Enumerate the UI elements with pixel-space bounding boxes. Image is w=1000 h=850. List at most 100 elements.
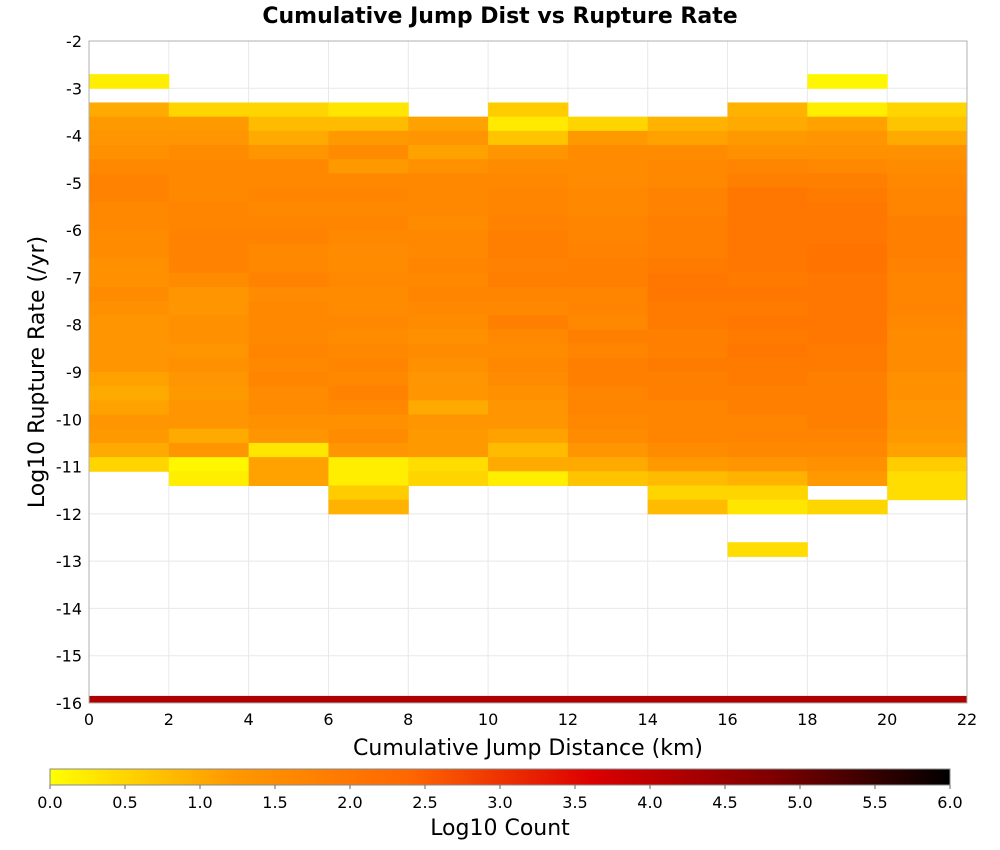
heatmap-cell <box>647 286 729 302</box>
heatmap-cell <box>89 442 170 458</box>
colorbar-ticks: 0.0 0.5 1.0 1.5 2.0 2.5 3.0 3.5 4.0 4.5 5.0 5.5 6.0 <box>37 785 963 812</box>
heatmap-cell <box>408 357 489 373</box>
colorbar-tick-label: 4.5 <box>712 793 737 812</box>
heatmap-cell <box>488 145 569 160</box>
heatmap-cell <box>647 145 729 160</box>
heatmap-cell <box>807 286 888 302</box>
heatmap-cell <box>567 428 649 444</box>
y-tick-label: -8 <box>66 316 82 335</box>
heatmap-cell <box>647 215 729 231</box>
colorbar-tick-label: 4.0 <box>637 793 662 812</box>
heatmap-cell <box>488 372 569 387</box>
heatmap-cell <box>727 329 808 345</box>
heatmap-cell <box>727 230 808 245</box>
heatmap-cell <box>168 457 250 472</box>
heatmap-cell <box>328 244 409 260</box>
heatmap-cell <box>488 173 569 189</box>
heatmap-cell <box>807 201 888 217</box>
heatmap-cell <box>488 343 569 359</box>
colorbar-tick-label: 2.5 <box>412 793 437 812</box>
y-tick-label: -14 <box>56 599 82 618</box>
heatmap-cell <box>887 272 968 288</box>
heatmap-cell <box>408 400 489 416</box>
colorbar-tick-label: 1.5 <box>262 793 287 812</box>
x-tick-label: 6 <box>323 710 333 729</box>
heatmap-cell <box>328 372 409 387</box>
heatmap-cell <box>488 116 569 132</box>
heatmap-cell <box>887 130 968 146</box>
heatmap-cell <box>248 215 329 231</box>
heatmap-cell <box>248 414 329 430</box>
heatmap-cell <box>727 471 808 486</box>
y-tick-label: -5 <box>66 174 82 193</box>
heatmap-cell <box>248 357 329 373</box>
heatmap-cell <box>567 173 649 189</box>
heatmap-cell <box>168 187 250 203</box>
heatmap-cell <box>248 116 329 132</box>
x-tick-label: 10 <box>478 710 498 729</box>
heatmap-cell <box>727 414 808 430</box>
heatmap-cell <box>887 400 968 416</box>
heatmap-cell <box>408 286 489 302</box>
heatmap-cell <box>567 315 649 330</box>
heatmap-cell <box>887 428 968 444</box>
y-tick-label: -6 <box>66 221 82 240</box>
heatmap-cell <box>807 102 888 118</box>
heatmap-cell <box>887 372 968 387</box>
heatmap-cell <box>328 485 409 501</box>
heatmap-cell <box>727 386 808 401</box>
heatmap-cell <box>887 357 968 373</box>
heatmap-cell <box>647 130 729 146</box>
heatmap-cell <box>408 428 489 444</box>
heatmap-cell <box>328 272 409 288</box>
heatmap-cell <box>647 442 729 458</box>
heatmap-cell <box>328 301 409 316</box>
heatmap-cell <box>488 428 569 444</box>
heatmap-cell <box>488 315 569 330</box>
heatmap-cell <box>887 102 968 118</box>
heatmap-cell <box>647 315 729 330</box>
colorbar-tick-label: 6.0 <box>937 793 962 812</box>
heatmap-cell <box>168 414 250 430</box>
heatmap-cell <box>647 301 729 316</box>
heatmap-cell <box>408 471 489 486</box>
heatmap-cell <box>408 145 489 160</box>
y-axis-ticks: -2 -3 -4 -5 -6 -7 -8 -9 -10 -11 -12 -13 -14 -15 -16 <box>56 32 82 713</box>
heatmap-cell <box>89 159 170 174</box>
heatmap-cell <box>488 258 569 274</box>
heatmap-cell <box>807 272 888 288</box>
heatmap-cell <box>248 329 329 345</box>
colorbar <box>49 768 951 786</box>
heatmap-cell <box>807 343 888 359</box>
x-tick-label: 2 <box>164 710 174 729</box>
heatmap-cell <box>248 286 329 302</box>
heatmap-cell <box>248 201 329 217</box>
y-tick-label: -2 <box>66 32 82 51</box>
colorbar-tick-label: 2.0 <box>337 793 362 812</box>
heatmap-cell <box>807 187 888 203</box>
heatmap-cell <box>168 471 250 486</box>
heatmap-cell <box>488 102 569 118</box>
heatmap-cell <box>168 159 250 174</box>
heatmap-cell <box>89 187 170 203</box>
heatmap-cell <box>248 173 329 189</box>
heatmap-cell <box>887 244 968 260</box>
heatmap-cell <box>807 471 888 486</box>
colorbar-tick-label: 0.0 <box>37 793 62 812</box>
colorbar-tick-label: 5.0 <box>787 793 812 812</box>
heatmap-cell <box>328 343 409 359</box>
heatmap-cell <box>727 428 808 444</box>
heatmap-cell <box>408 442 489 458</box>
heatmap-cell <box>647 187 729 203</box>
heatmap-cell <box>567 215 649 231</box>
heatmap-cell <box>807 301 888 316</box>
bottom-band-cell <box>89 695 967 703</box>
heatmap-cell <box>488 286 569 302</box>
heatmap-cells <box>89 74 968 703</box>
heatmap-cell <box>408 173 489 189</box>
heatmap-cell <box>248 343 329 359</box>
heatmap-cell <box>727 542 808 557</box>
heatmap-cell <box>168 230 250 245</box>
heatmap-cell <box>328 457 409 472</box>
